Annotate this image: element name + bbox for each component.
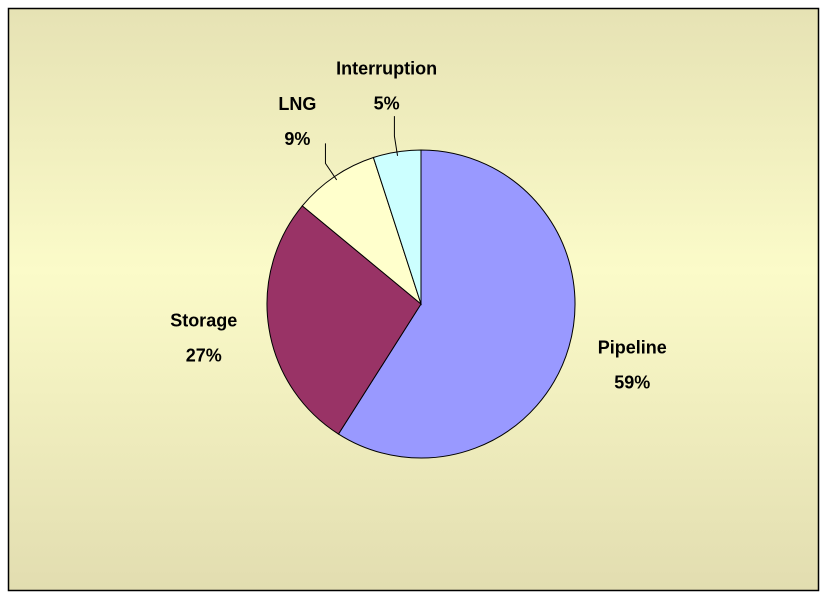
data-label: Storage 27%: [170, 310, 237, 365]
label-value: 59%: [614, 372, 650, 392]
label-value: 9%: [284, 129, 310, 149]
leader-line: [393, 116, 399, 156]
data-label: LNG 9%: [278, 94, 316, 149]
label-category: LNG: [278, 94, 316, 114]
data-label: Pipeline 59%: [598, 337, 667, 392]
pie-slice: [266, 205, 422, 435]
label-value: 5%: [374, 93, 400, 113]
label-category: Storage: [170, 310, 237, 330]
data-label: Interruption 5%: [336, 58, 437, 113]
leader-line: [324, 143, 338, 181]
label-value: 27%: [186, 345, 222, 365]
pie-slice: [337, 149, 576, 459]
label-category: Pipeline: [598, 337, 667, 357]
label-category: Interruption: [336, 58, 437, 78]
